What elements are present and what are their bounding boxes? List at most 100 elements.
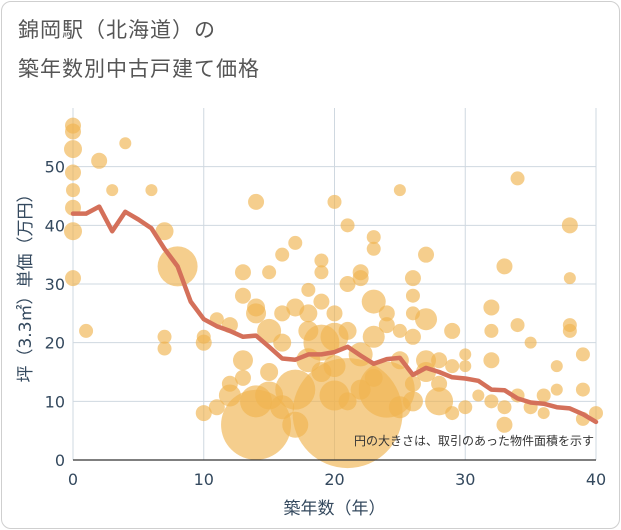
data-bubble (65, 164, 81, 181)
data-bubble (246, 303, 267, 324)
data-bubble (65, 270, 81, 287)
data-bubble (405, 288, 420, 303)
data-bubble (536, 388, 551, 403)
data-bubble (550, 383, 563, 396)
data-bubble (496, 258, 513, 275)
data-bubble (106, 184, 119, 197)
data-bubble (91, 152, 108, 169)
data-bubble (339, 276, 356, 292)
y-axis-title: 坪（3.3㎡）単価（万円） (16, 185, 36, 382)
data-bubble (484, 323, 499, 338)
data-bubble (314, 253, 329, 268)
data-bubble (299, 304, 318, 323)
data-bubble (195, 405, 212, 422)
data-bubble (273, 333, 292, 352)
data-bubble (340, 218, 355, 233)
data-bubble (431, 352, 448, 369)
size-legend-note: 円の大きさは、取引のあった物件面積を示す (354, 433, 594, 448)
y-tick-label: 30 (45, 275, 65, 294)
data-bubble (524, 336, 537, 349)
y-tick-label: 10 (45, 392, 65, 411)
data-bubble (257, 318, 282, 343)
data-bubble (366, 230, 381, 245)
data-bubble (208, 399, 225, 416)
data-bubble (459, 348, 472, 361)
data-bubble (575, 347, 590, 362)
data-bubble (157, 329, 172, 344)
data-bubble (404, 328, 421, 345)
data-bubble (275, 247, 290, 262)
x-tick-label: 40 (586, 470, 606, 489)
data-bubble (314, 265, 329, 280)
data-bubble (562, 323, 577, 338)
data-bubble (404, 375, 421, 392)
data-bubble (64, 140, 82, 159)
data-bubble (415, 308, 438, 331)
data-bubble (404, 270, 421, 287)
data-bubble (234, 287, 251, 304)
x-tick-label: 30 (455, 470, 475, 489)
data-bubble (313, 293, 330, 310)
data-bubble (145, 184, 158, 197)
data-bubble (445, 406, 460, 421)
data-bubble (496, 416, 513, 433)
data-bubble (362, 325, 385, 348)
data-bubble (458, 400, 473, 415)
data-bubble (234, 264, 251, 281)
data-bubble (366, 241, 381, 256)
data-bubble (444, 322, 461, 339)
data-bubble (402, 391, 423, 412)
data-bubble (64, 222, 82, 241)
data-bubble (483, 352, 500, 369)
chart-title-line2: 築年数別中古戸建て価格 (18, 57, 260, 81)
data-bubble (157, 341, 172, 356)
y-tick-label: 50 (45, 158, 65, 177)
data-bubble (66, 183, 80, 198)
x-tick-label: 0 (68, 470, 78, 489)
data-bubble (459, 360, 472, 373)
y-tick-label: 20 (45, 334, 65, 353)
data-bubble (196, 329, 211, 344)
data-bubble (561, 217, 578, 234)
data-bubble (301, 282, 316, 297)
x-tick-label: 10 (194, 470, 214, 489)
data-bubble (378, 317, 395, 334)
data-bubble (483, 299, 500, 316)
data-bubble (537, 407, 550, 420)
data-bubble (260, 363, 279, 381)
average-price-line (70, 204, 599, 425)
data-bubble (119, 137, 132, 150)
data-bubble (392, 323, 407, 338)
data-bubble (589, 406, 603, 421)
data-bubble (79, 323, 94, 338)
data-bubble (274, 305, 291, 322)
data-bubble (484, 394, 499, 409)
data-bubble (418, 246, 435, 263)
data-bubble (497, 400, 512, 415)
data-bubble (575, 382, 590, 397)
data-bubble (338, 321, 357, 340)
x-axis-title: 築年数（年） (284, 499, 386, 519)
data-bubble (288, 235, 303, 250)
data-bubble (361, 289, 386, 314)
data-bubble (378, 305, 395, 322)
data-bubble (155, 222, 174, 241)
data-bubble (416, 362, 437, 382)
y-tick-label: 40 (45, 216, 65, 235)
chart-title-line1: 錦岡駅（北海道）の (18, 18, 216, 42)
data-bubble (510, 318, 525, 333)
data-bubble (472, 389, 485, 402)
data-bubble (510, 171, 525, 186)
data-bubble (352, 270, 369, 287)
data-bubble (445, 359, 460, 374)
data-bubble (248, 193, 265, 210)
data-bubble (431, 375, 448, 392)
data-bubble (65, 123, 81, 140)
data-bubble (393, 184, 406, 197)
data-bubble (232, 350, 253, 371)
data-bubble (326, 305, 343, 322)
data-bubble (234, 369, 251, 386)
x-tick-label: 20 (324, 470, 344, 489)
data-bubble (563, 272, 576, 285)
